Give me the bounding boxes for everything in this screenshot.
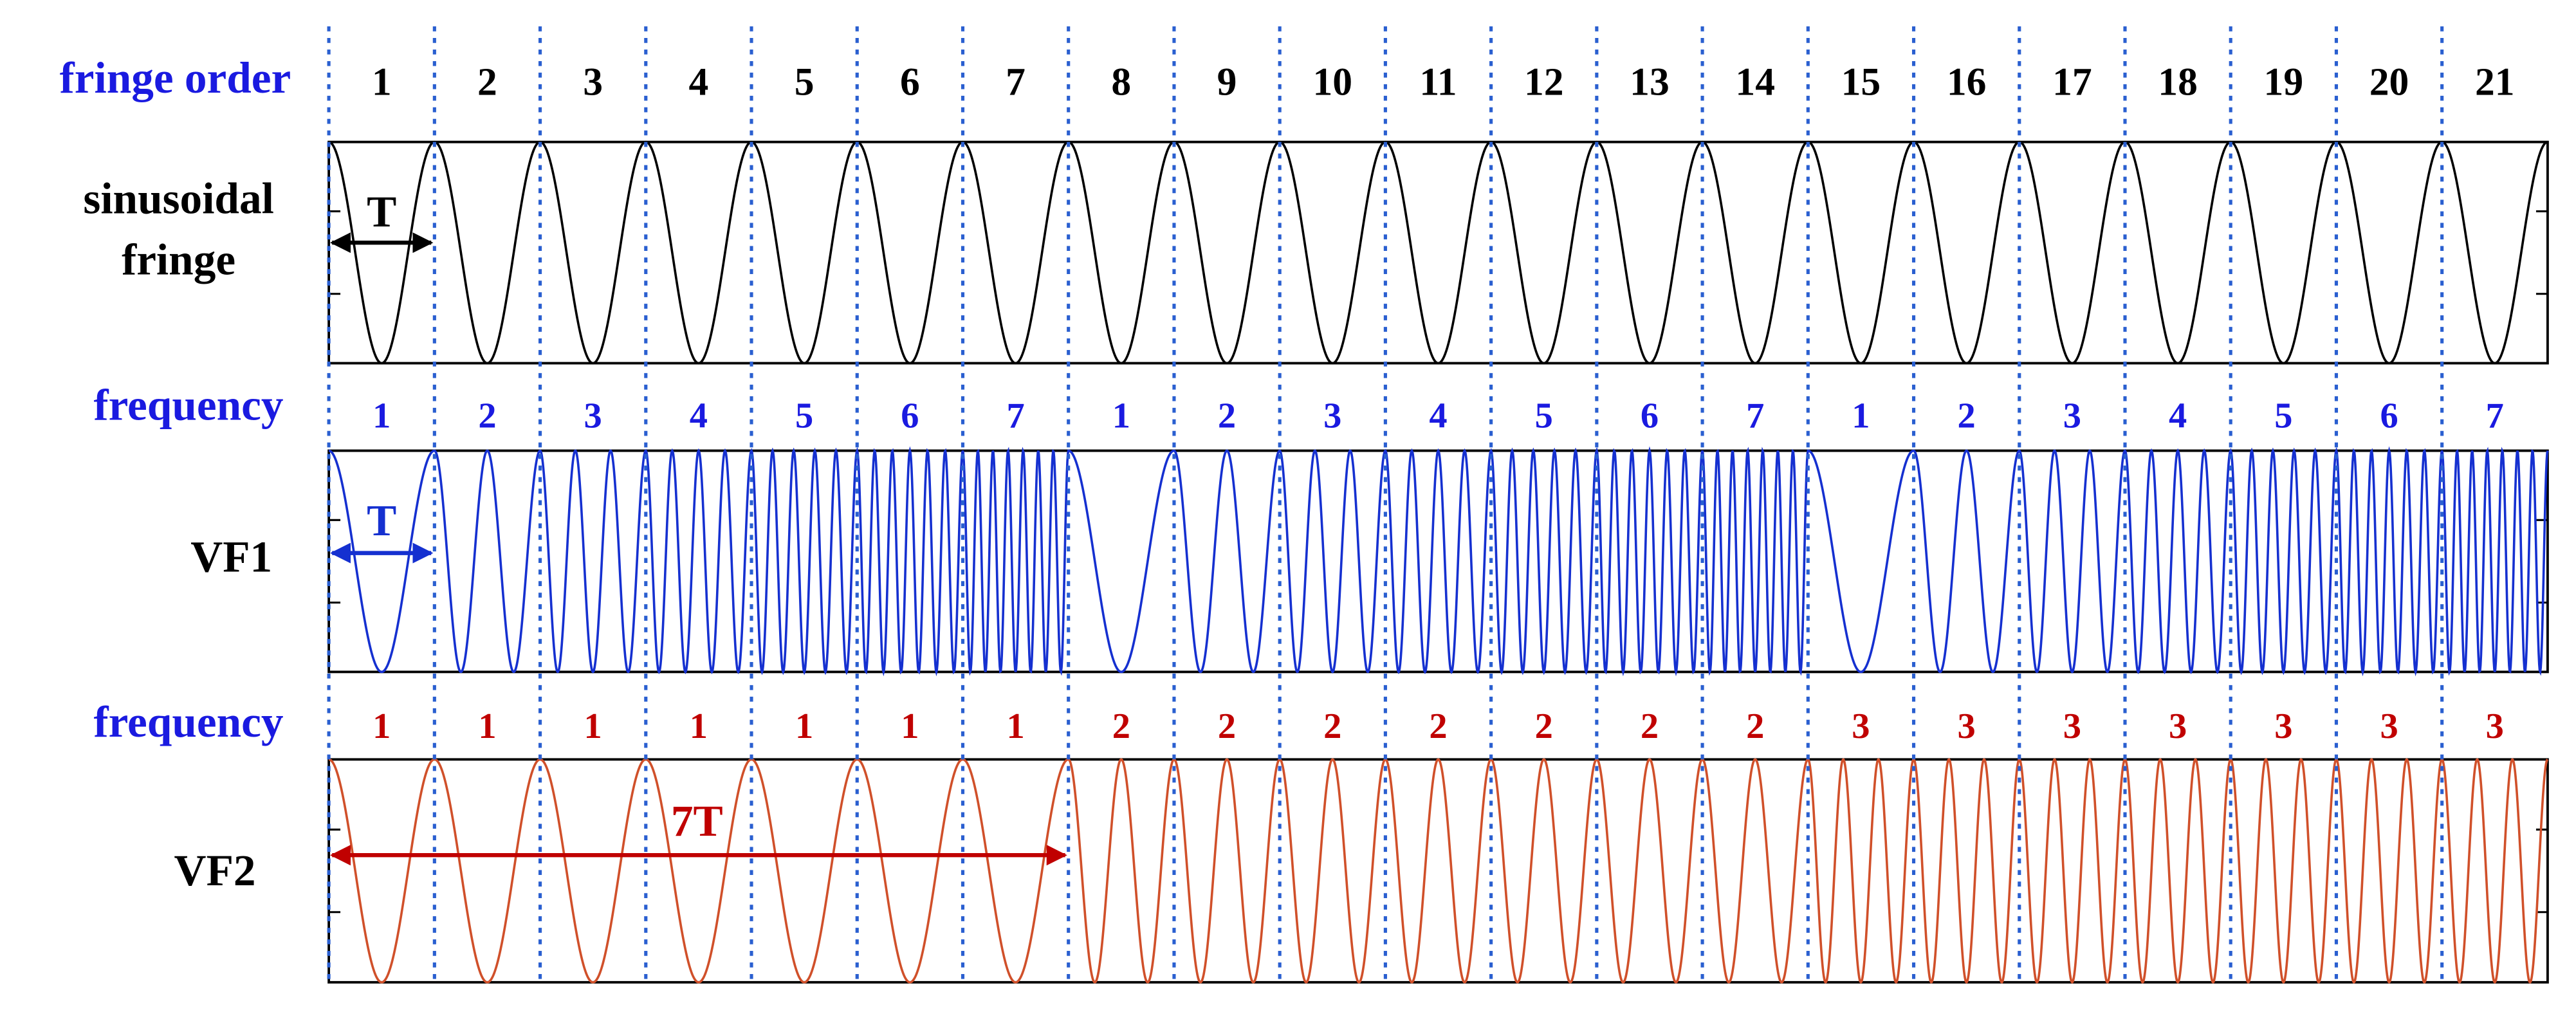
frequency-label: 3	[584, 396, 602, 436]
row-label: VF2	[174, 845, 256, 895]
frequency-label: 2	[1218, 706, 1236, 746]
frequency-label: 2	[1641, 706, 1659, 746]
fringe-order: 19	[2264, 60, 2304, 104]
frequency-label: 5	[795, 396, 813, 436]
frequency-label: 1	[690, 706, 708, 746]
frequency-label: 1	[478, 706, 496, 746]
frequency-label: 3	[1323, 396, 1341, 436]
row-label: VF1	[190, 531, 272, 581]
frequency-label: 1	[373, 396, 391, 436]
frequency-label: 1	[1112, 396, 1130, 436]
frequency-label: 2	[1429, 706, 1447, 746]
frequency-label: 7	[1006, 396, 1024, 436]
frequency-label: 4	[1429, 396, 1447, 436]
header-title: fringe order	[60, 53, 291, 102]
frequency-label: 3	[1958, 706, 1976, 746]
frequency-label: 2	[1535, 706, 1553, 746]
wave-box	[327, 140, 2549, 365]
frequency-label: 1	[901, 706, 919, 746]
period-label: T	[367, 187, 396, 236]
frequency-label: 1	[1852, 396, 1870, 436]
frequency-label: 1	[373, 706, 391, 746]
frequency-label: 2	[1218, 396, 1236, 436]
fringe-order: 7	[1006, 60, 1026, 104]
frequency-label: 3	[2169, 706, 2187, 746]
frequency-label: 1	[1006, 706, 1024, 746]
frequency-title: frequency	[93, 380, 283, 429]
frequency-label: 2	[478, 396, 496, 436]
frequency-label: 3	[2274, 706, 2292, 746]
fringe-order: 5	[795, 60, 814, 104]
fringe-order: 1	[372, 60, 392, 104]
fringe-order: 4	[689, 60, 709, 104]
frequency-label: 3	[2063, 396, 2081, 436]
fringe-order: 8	[1111, 60, 1131, 104]
frequency-label: 2	[1746, 706, 1764, 746]
frequency-label: 6	[1641, 396, 1659, 436]
fringe-order: 11	[1419, 60, 1457, 104]
fringe-order: 3	[583, 60, 603, 104]
frequency-label: 3	[2486, 706, 2504, 746]
fringe-order: 12	[1524, 60, 1564, 104]
row-label: sinusoidal	[83, 174, 273, 223]
fringe-order: 18	[2158, 60, 2198, 104]
frequency-label: 2	[1112, 706, 1130, 746]
frequency-title: frequency	[93, 697, 283, 746]
period-label: T	[367, 495, 396, 545]
frequency-label: 4	[690, 396, 708, 436]
frequency-label: 5	[1535, 396, 1553, 436]
fringe-order: 15	[1841, 60, 1881, 104]
wave	[328, 757, 2549, 984]
fringe-order: 21	[2475, 60, 2515, 104]
wave	[328, 140, 2548, 365]
frequency-label: 6	[901, 396, 919, 436]
frequency-label: 1	[795, 706, 813, 746]
fringe-order: 2	[477, 60, 497, 104]
fringe-order: 13	[1630, 60, 1670, 104]
fringe-order: 20	[2369, 60, 2409, 104]
wave	[328, 446, 2549, 677]
period-label: 7T	[671, 796, 723, 845]
frequency-label: 5	[2274, 396, 2292, 436]
row-label: fringe	[122, 234, 235, 284]
fringe-order: 17	[2052, 60, 2092, 104]
frequency-label: 3	[2380, 706, 2398, 746]
fringe-order: 6	[900, 60, 920, 104]
frequency-label: 6	[2380, 396, 2398, 436]
frequency-label: 2	[1958, 396, 1976, 436]
wave-box	[327, 758, 2549, 984]
fringe-order: 10	[1312, 60, 1352, 104]
frequency-label: 7	[1746, 396, 1764, 436]
frequency-label: 3	[1852, 706, 1870, 746]
frequency-label: 4	[2169, 396, 2187, 436]
fringe-order: 16	[1947, 60, 1987, 104]
fringe-order: 14	[1735, 60, 1775, 104]
frequency-label: 7	[2486, 396, 2504, 436]
frequency-label: 1	[584, 706, 602, 746]
frequency-label: 2	[1323, 706, 1341, 746]
fringe-order: 9	[1217, 60, 1237, 104]
frequency-label: 3	[2063, 706, 2081, 746]
